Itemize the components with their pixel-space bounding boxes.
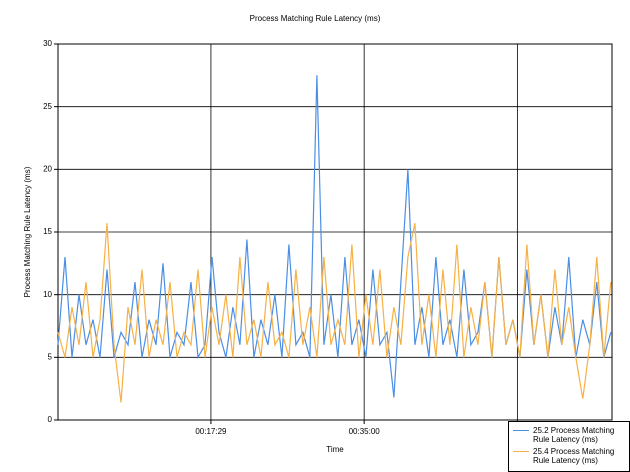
- y-tick-label: 5: [48, 352, 53, 361]
- legend-swatch: [513, 430, 529, 431]
- y-axis-label: Process Matching Rule Latency (ms): [23, 166, 32, 297]
- legend: 25.2 Process Matching Rule Latency (ms) 2…: [508, 421, 630, 472]
- legend-item: 25.4 Process Matching Rule Latency (ms): [511, 447, 627, 465]
- legend-label: 25.4 Process Matching Rule Latency (ms): [533, 447, 615, 465]
- series-line: [57, 223, 612, 403]
- y-tick-label: 25: [43, 102, 52, 111]
- legend-item: 25.2 Process Matching Rule Latency (ms): [511, 426, 627, 444]
- y-tick-label: 15: [43, 227, 52, 236]
- y-tick-label: 20: [43, 164, 52, 173]
- y-tick-label: 30: [43, 39, 52, 48]
- x-tick-label: 00:35:00: [349, 427, 381, 436]
- x-tick-label: 00:17:29: [195, 427, 227, 436]
- x-axis-label: Time: [326, 445, 344, 454]
- chart-title: Process Matching Rule Latency (ms): [250, 14, 381, 23]
- legend-label: 25.2 Process Matching Rule Latency (ms): [533, 426, 615, 444]
- y-tick-label: 10: [43, 290, 52, 299]
- legend-swatch: [513, 451, 529, 452]
- y-tick-label: 0: [48, 415, 53, 424]
